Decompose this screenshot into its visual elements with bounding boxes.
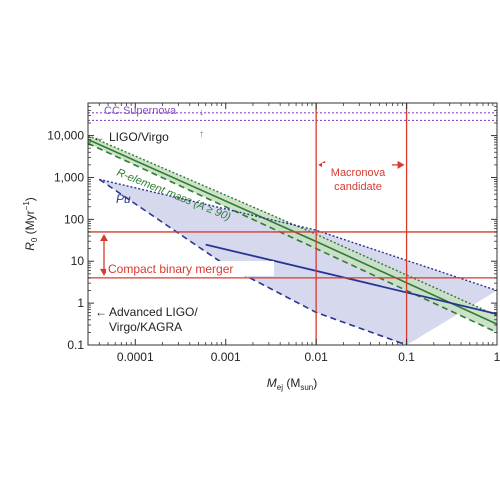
macronova-label-line2: candidate	[334, 181, 382, 193]
pu-band-fill	[99, 179, 497, 345]
macronova-label-line1: Macronova	[331, 167, 386, 179]
compact-merger-label: Compact binary merger	[108, 262, 233, 276]
axis-ticks: 0.0001 0.001 0.01 0.1 1 0.1 1 10 100 1,000 10,000	[47, 103, 500, 364]
pu-solid-line	[205, 243, 497, 315]
y-tick-label: 1	[77, 296, 84, 310]
advanced-ligo-arrow: ←	[95, 305, 107, 319]
y-tick-label: 1,000	[54, 170, 84, 184]
macronova-arrow-right-head	[397, 160, 405, 169]
advanced-ligo-label-line1: Advanced LIGO/	[109, 305, 198, 319]
annotations: CC Supernova ↓ ← LIGO/Virgo ↑ R-element …	[93, 105, 392, 334]
ligo-virgo-arrow: ←	[93, 130, 105, 144]
x-tick-label: 0.1	[398, 350, 415, 364]
x-tick-label: 0.0001	[117, 350, 154, 364]
compact-merger-arrow-top-head	[100, 233, 108, 241]
x-axis-label: Mej (Msun)	[267, 376, 317, 392]
advanced-ligo-label-line2: Virgo/KAGRA	[109, 320, 182, 334]
y-tick-label: 10,000	[47, 129, 84, 143]
macronova-label-bg	[322, 163, 392, 197]
ligo-virgo-label: LIGO/Virgo	[109, 130, 169, 144]
plot-frame	[87, 102, 498, 346]
ligo-virgo-up-arrow: ↑	[199, 129, 204, 140]
x-tick-label: 0.001	[211, 350, 241, 364]
y-tick-label: 100	[64, 212, 84, 226]
compact-merger-label-bg	[106, 261, 274, 276]
x-tick-label: 1	[494, 350, 500, 364]
cc-supernova-label: CC Supernova	[104, 105, 177, 117]
pu-label: Pu	[116, 192, 131, 206]
y-tick-label: 0.1	[67, 338, 84, 352]
r-element-band-fill	[88, 135, 497, 333]
x-tick-label: 0.01	[304, 350, 328, 364]
pu-upper-line	[99, 178, 497, 292]
cc-supernova-down-arrow: ↓	[199, 107, 204, 118]
y-axis-label: R0 (Myr−1)	[22, 197, 39, 251]
pu-dashed-line	[98, 178, 407, 345]
y-tick-label: 10	[71, 254, 85, 268]
